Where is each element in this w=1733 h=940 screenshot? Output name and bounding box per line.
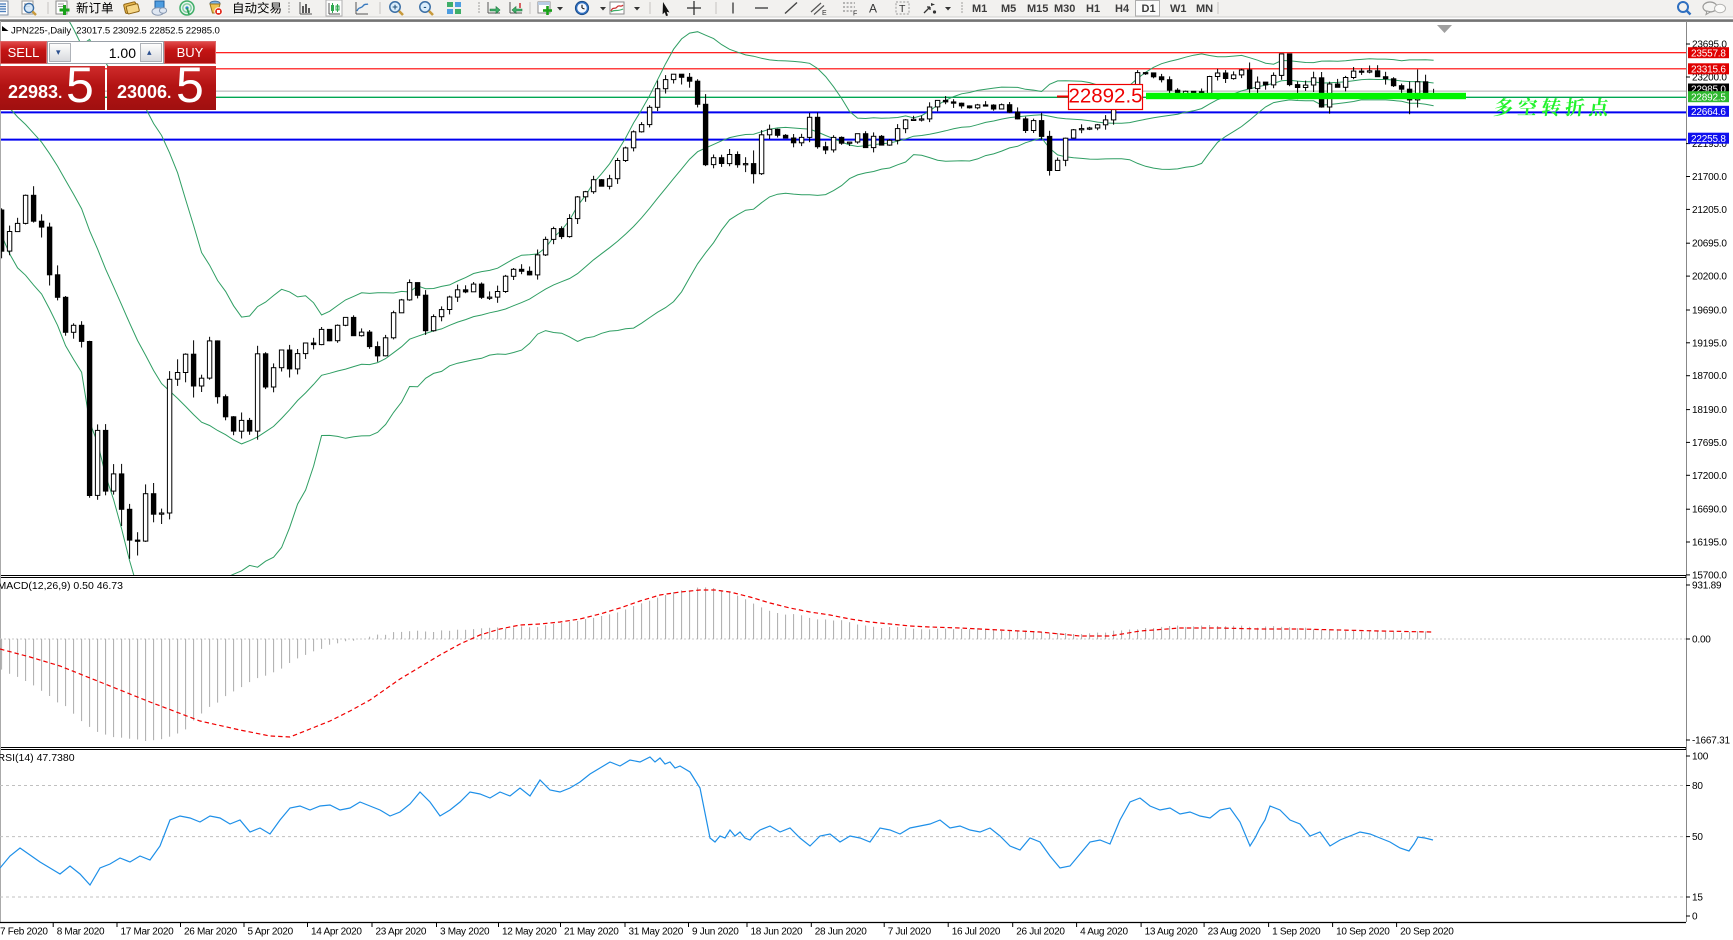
svg-text:19690.0: 19690.0 <box>1692 306 1727 317</box>
svg-text:MN: MN <box>1196 3 1213 15</box>
svg-text:17695.0: 17695.0 <box>1692 438 1727 449</box>
svg-text:16 Jul 2020: 16 Jul 2020 <box>952 927 1001 938</box>
svg-text:22892.5: 22892.5 <box>1068 85 1142 108</box>
svg-text:MACD(12,26,9) 0.50 46.73: MACD(12,26,9) 0.50 46.73 <box>0 580 123 592</box>
svg-text:17200.0: 17200.0 <box>1692 471 1727 482</box>
svg-text:28 Jun 2020: 28 Jun 2020 <box>815 927 867 938</box>
svg-text:80: 80 <box>1692 781 1703 792</box>
svg-text:21 May 2020: 21 May 2020 <box>564 927 619 938</box>
svg-text:21205.0: 21205.0 <box>1692 205 1727 216</box>
svg-text:931.89: 931.89 <box>1692 581 1722 592</box>
svg-text:15700.0: 15700.0 <box>1692 570 1727 581</box>
svg-text:-1667.31: -1667.31 <box>1692 736 1731 747</box>
svg-text:18700.0: 18700.0 <box>1692 371 1727 382</box>
svg-text:17 Mar 2020: 17 Mar 2020 <box>121 927 175 938</box>
svg-text:5 Apr 2020: 5 Apr 2020 <box>248 927 294 938</box>
svg-text:M1: M1 <box>972 3 987 15</box>
svg-text:23 Apr 2020: 23 Apr 2020 <box>376 927 427 938</box>
svg-text:23695.0: 23695.0 <box>1692 40 1727 51</box>
svg-text:8 Mar 2020: 8 Mar 2020 <box>57 927 105 938</box>
svg-text:F: F <box>853 11 857 18</box>
svg-text:22892.5: 22892.5 <box>1691 92 1726 103</box>
svg-text:0.00: 0.00 <box>1692 635 1711 646</box>
svg-text:D1: D1 <box>1142 3 1156 15</box>
svg-text:22664.6: 22664.6 <box>1691 107 1726 118</box>
svg-text:18190.0: 18190.0 <box>1692 405 1727 416</box>
svg-text:23557.8: 23557.8 <box>1691 48 1726 59</box>
svg-text:M30: M30 <box>1054 3 1075 15</box>
svg-text:21700.0: 21700.0 <box>1692 172 1727 183</box>
svg-text:22985.0: 22985.0 <box>1691 85 1726 96</box>
svg-text:+: + <box>392 2 398 13</box>
svg-text:50: 50 <box>1692 832 1703 843</box>
svg-text:7 Feb 2020: 7 Feb 2020 <box>0 927 48 938</box>
svg-text:RSI(14) 47.7380: RSI(14) 47.7380 <box>0 752 75 764</box>
svg-text:22195.0: 22195.0 <box>1692 139 1727 150</box>
svg-text:H1: H1 <box>1086 3 1100 15</box>
svg-text:20 Sep 2020: 20 Sep 2020 <box>1400 927 1454 938</box>
svg-text:19195.0: 19195.0 <box>1692 338 1727 349</box>
svg-text:100: 100 <box>1692 752 1709 763</box>
svg-text:31 May 2020: 31 May 2020 <box>629 927 684 938</box>
svg-text:E: E <box>822 10 827 17</box>
svg-text:18 Jun 2020: 18 Jun 2020 <box>751 927 803 938</box>
svg-text:-: - <box>423 2 426 13</box>
svg-text:10 Sep 2020: 10 Sep 2020 <box>1336 927 1390 938</box>
svg-text:M5: M5 <box>1001 3 1016 15</box>
svg-text:0: 0 <box>1692 912 1698 923</box>
svg-text:23 Aug 2020: 23 Aug 2020 <box>1208 927 1262 938</box>
svg-text:3 May 2020: 3 May 2020 <box>440 927 490 938</box>
svg-text:W1: W1 <box>1170 3 1187 15</box>
svg-text:1 Sep 2020: 1 Sep 2020 <box>1272 927 1321 938</box>
svg-text:H4: H4 <box>1115 3 1130 15</box>
svg-text:20200.0: 20200.0 <box>1692 272 1727 283</box>
svg-text:JPN225-,Daily 23017.5 23092.5: JPN225-,Daily 23017.5 23092.5 22852.5 22… <box>11 26 220 37</box>
svg-text:7 Jul 2020: 7 Jul 2020 <box>888 927 932 938</box>
svg-text:4 Aug 2020: 4 Aug 2020 <box>1080 927 1128 938</box>
svg-text:26 Jul 2020: 26 Jul 2020 <box>1016 927 1065 938</box>
svg-text:23315.6: 23315.6 <box>1691 64 1726 75</box>
svg-text:12 May 2020: 12 May 2020 <box>502 927 557 938</box>
svg-text:15: 15 <box>1692 893 1703 904</box>
svg-text:9 Jun 2020: 9 Jun 2020 <box>692 927 739 938</box>
svg-text:16690.0: 16690.0 <box>1692 505 1727 516</box>
svg-text:23200.0: 23200.0 <box>1692 73 1727 84</box>
svg-text:M15: M15 <box>1027 3 1048 15</box>
svg-text:A: A <box>869 2 877 16</box>
svg-text:22255.8: 22255.8 <box>1691 134 1726 145</box>
svg-text:14 Apr 2020: 14 Apr 2020 <box>311 927 362 938</box>
svg-text:T: T <box>899 3 906 15</box>
svg-text:13 Aug 2020: 13 Aug 2020 <box>1145 927 1199 938</box>
svg-text:20695.0: 20695.0 <box>1692 239 1727 250</box>
svg-text:16195.0: 16195.0 <box>1692 538 1727 549</box>
svg-text:26 Mar 2020: 26 Mar 2020 <box>184 927 238 938</box>
